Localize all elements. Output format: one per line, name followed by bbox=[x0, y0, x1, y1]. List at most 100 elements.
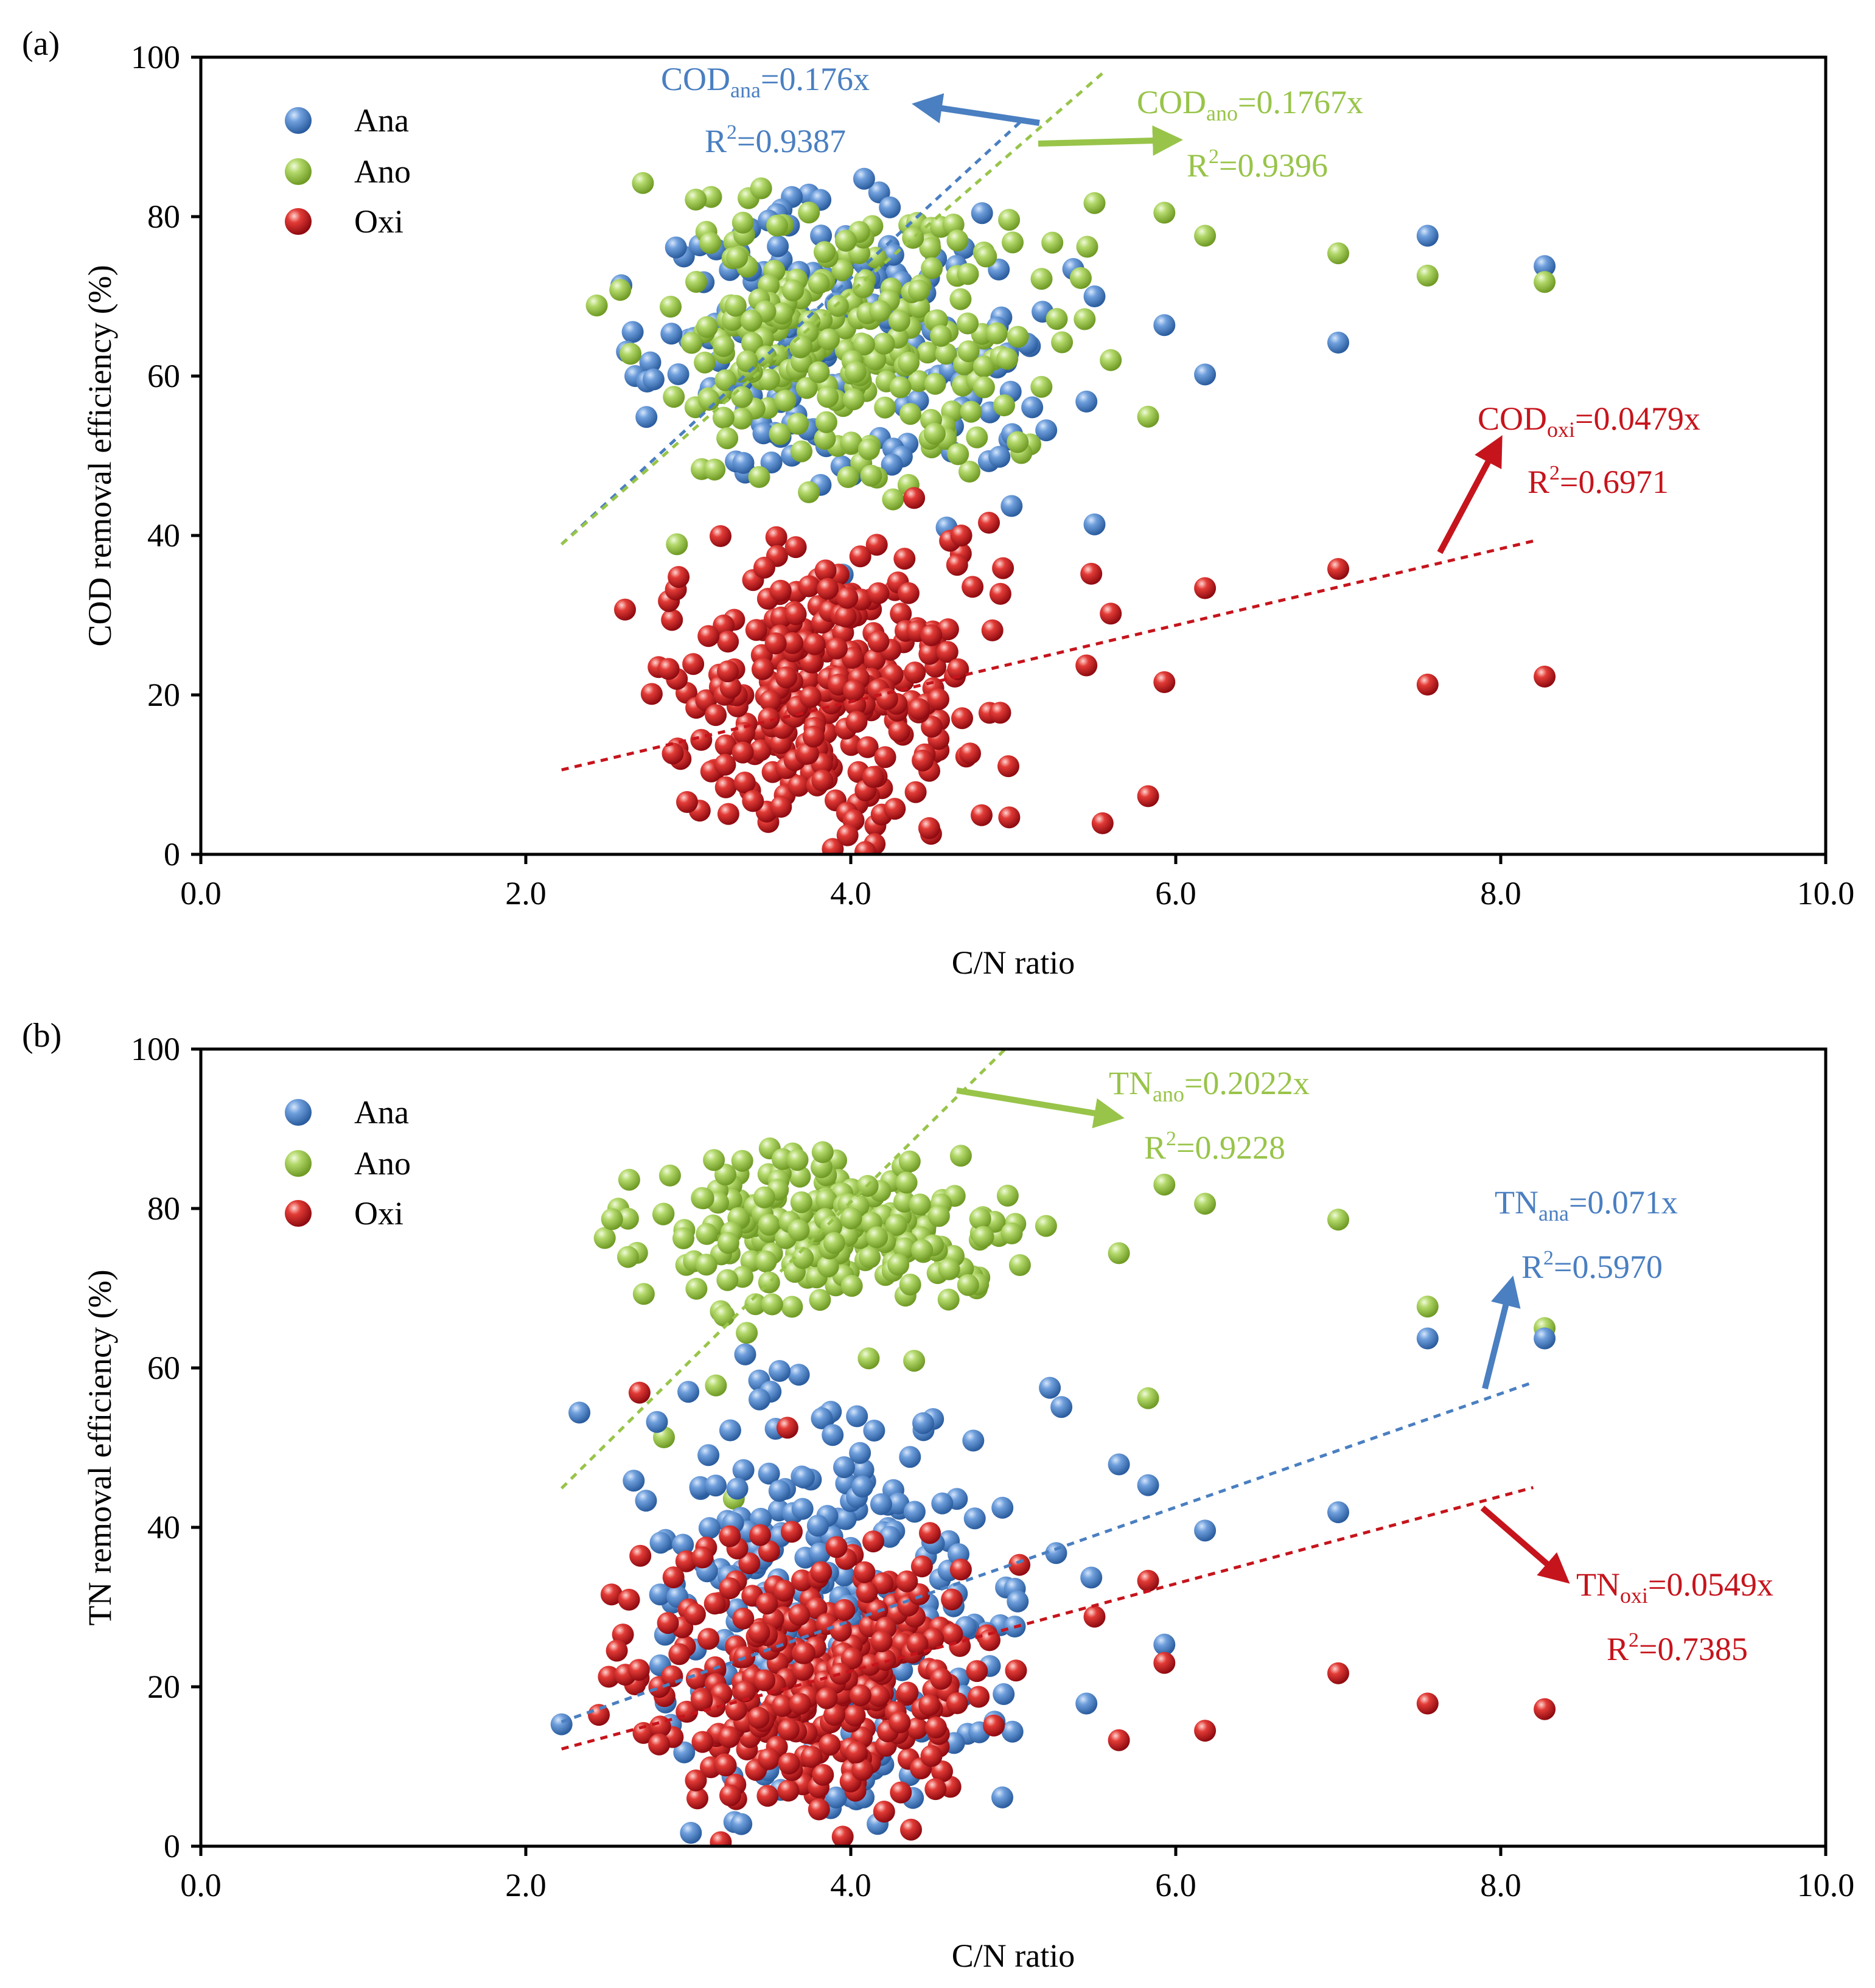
data-point-oxi bbox=[662, 1566, 685, 1589]
legend-marker-ano bbox=[285, 1150, 312, 1177]
data-point-ana bbox=[749, 1388, 770, 1411]
data-point-oxi bbox=[853, 1561, 876, 1583]
data-point-oxi bbox=[657, 658, 680, 680]
data-point-ana bbox=[665, 236, 687, 259]
data-point-oxi bbox=[1108, 1729, 1130, 1751]
data-point-ana bbox=[1108, 1453, 1130, 1476]
data-point-ano bbox=[717, 1232, 739, 1254]
series-ano bbox=[593, 1137, 1556, 1510]
data-point-ana bbox=[734, 1343, 756, 1365]
data-point-ana bbox=[1001, 1720, 1024, 1743]
data-point-oxi bbox=[865, 534, 888, 556]
data-point-ano bbox=[666, 533, 688, 556]
data-point-oxi bbox=[682, 653, 705, 675]
data-point-oxi bbox=[1416, 674, 1439, 696]
data-point-ano bbox=[1327, 1208, 1349, 1231]
data-point-ano bbox=[808, 361, 830, 383]
data-point-oxi bbox=[896, 1570, 918, 1592]
data-point-ana bbox=[988, 445, 1011, 468]
data-point-ano bbox=[840, 431, 862, 454]
data-point-oxi bbox=[822, 838, 844, 854]
data-point-ano bbox=[1100, 349, 1122, 371]
data-point-ana bbox=[1035, 419, 1058, 442]
data-point-ano bbox=[882, 488, 904, 511]
data-point-oxi bbox=[874, 1648, 896, 1671]
data-point-ano bbox=[874, 396, 896, 419]
data-point-oxi bbox=[717, 630, 739, 653]
data-point-oxi bbox=[756, 1785, 779, 1807]
y-tick-label: 40 bbox=[147, 517, 180, 554]
data-point-oxi bbox=[710, 525, 731, 547]
data-point-oxi bbox=[719, 1525, 741, 1547]
data-point-ano bbox=[865, 246, 887, 269]
data-point-ano bbox=[908, 279, 931, 302]
data-point-ana bbox=[1137, 1474, 1159, 1496]
data-point-ano bbox=[818, 328, 840, 351]
data-point-ana bbox=[806, 1515, 829, 1537]
data-point-oxi bbox=[870, 1630, 893, 1653]
data-point-ana bbox=[1083, 513, 1106, 535]
data-point-oxi bbox=[742, 790, 764, 812]
data-point-ano bbox=[972, 355, 995, 378]
data-point-oxi bbox=[805, 1597, 828, 1619]
data-point-ano bbox=[755, 1250, 777, 1273]
data-point-ano bbox=[748, 466, 770, 488]
data-point-ana bbox=[705, 1474, 727, 1497]
x-tick-label: 6.0 bbox=[1155, 1867, 1196, 1903]
data-point-ana bbox=[758, 1462, 780, 1485]
x-axis-label: C/N ratio bbox=[952, 944, 1075, 981]
r2-tn-oxi: R2=0.7385 bbox=[1607, 1629, 1748, 1667]
data-point-oxi bbox=[1534, 1698, 1556, 1720]
data-point-ano bbox=[781, 1296, 803, 1318]
data-point-ano bbox=[791, 335, 812, 358]
data-point-ano bbox=[1108, 1242, 1130, 1264]
data-point-oxi bbox=[811, 769, 834, 792]
data-point-ano bbox=[663, 386, 685, 408]
data-point-oxi bbox=[758, 1748, 780, 1770]
data-point-oxi bbox=[930, 1667, 952, 1690]
data-point-ano bbox=[998, 209, 1021, 231]
data-point-ano bbox=[823, 1232, 845, 1254]
data-point-oxi bbox=[968, 1686, 990, 1708]
data-point-ano bbox=[815, 1189, 837, 1212]
data-point-ana bbox=[811, 1407, 833, 1429]
legend-label-ana: Ana bbox=[354, 102, 409, 139]
data-point-oxi bbox=[1075, 654, 1098, 677]
data-point-ana bbox=[1534, 1327, 1556, 1350]
data-point-oxi bbox=[668, 1643, 691, 1665]
legend-marker-ana bbox=[285, 1099, 312, 1126]
data-point-ano bbox=[975, 245, 997, 268]
data-point-oxi bbox=[719, 677, 742, 699]
data-point-ana bbox=[1153, 314, 1176, 337]
data-point-oxi bbox=[931, 1760, 953, 1782]
data-point-ana bbox=[849, 1442, 871, 1464]
data-point-oxi bbox=[788, 1603, 811, 1626]
legend-label-ano: Ano bbox=[354, 1145, 411, 1182]
data-point-ano bbox=[923, 422, 946, 445]
data-point-ana bbox=[912, 1412, 934, 1434]
data-point-oxi bbox=[1194, 1720, 1217, 1742]
data-point-oxi bbox=[843, 1704, 866, 1727]
data-point-oxi bbox=[718, 1726, 741, 1748]
data-point-oxi bbox=[978, 512, 1000, 534]
data-point-ana bbox=[810, 225, 833, 246]
data-point-oxi bbox=[606, 1639, 628, 1662]
data-point-oxi bbox=[925, 1717, 947, 1739]
data-point-oxi bbox=[812, 1763, 834, 1786]
data-point-ano bbox=[947, 443, 969, 466]
data-point-ano bbox=[632, 172, 654, 194]
data-point-oxi bbox=[758, 1540, 780, 1563]
legend-label-ana: Ana bbox=[354, 1094, 409, 1131]
data-point-oxi bbox=[819, 1734, 841, 1756]
data-point-ano bbox=[593, 1227, 616, 1249]
data-point-ana bbox=[752, 422, 775, 445]
data-point-ana bbox=[1050, 1396, 1073, 1418]
data-point-ano bbox=[601, 1208, 623, 1230]
equation-tn-oxi: TNoxi=0.0549x bbox=[1576, 1566, 1773, 1608]
data-point-ana bbox=[1416, 225, 1439, 247]
data-point-oxi bbox=[918, 643, 941, 665]
data-point-oxi bbox=[691, 1546, 714, 1569]
data-point-ano bbox=[726, 246, 749, 269]
data-point-oxi bbox=[1091, 812, 1114, 834]
x-tick-label: 8.0 bbox=[1480, 1867, 1521, 1903]
